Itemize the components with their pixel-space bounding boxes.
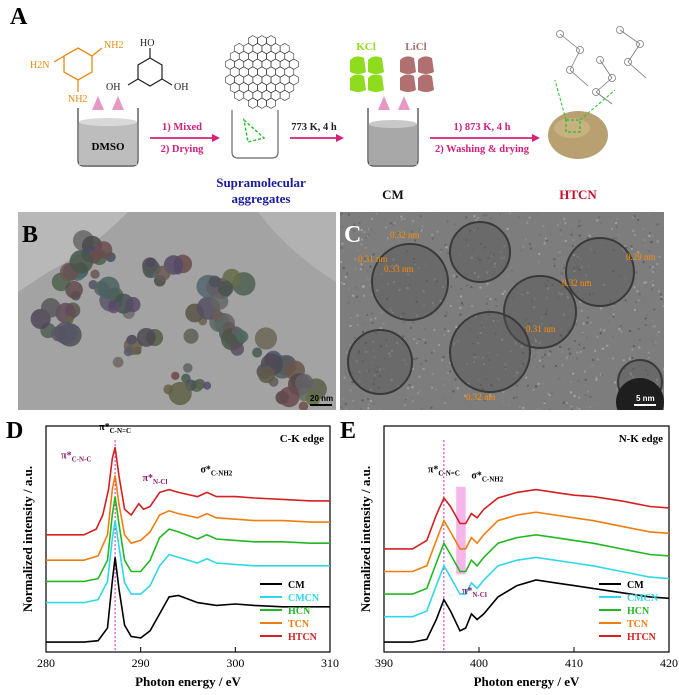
series-hcn: [46, 496, 330, 583]
tem-image-b: 20 nm: [18, 212, 336, 410]
series-tcn: [46, 475, 330, 561]
edge-title: C-K edge: [280, 433, 324, 445]
panel-label-c: C: [344, 222, 362, 248]
beaker-cm: [367, 96, 419, 167]
nh2-label-1: NH2: [104, 40, 123, 51]
annotation: π*N-Cl: [462, 586, 487, 599]
legend-label: CM: [288, 580, 305, 591]
step3-line2: 2) Washing & drying: [435, 144, 530, 155]
nh2-label-3: NH2: [68, 94, 87, 105]
x-tick-label: 290: [132, 656, 150, 670]
scale-bar-b: 20 nm: [310, 394, 334, 403]
legend-label: TCN: [627, 619, 649, 630]
shaded-band: [456, 486, 466, 575]
x-tick-label: 300: [226, 656, 244, 670]
plot-frame: [45, 425, 331, 653]
htcn-powder: [548, 79, 616, 159]
annotation: π*N-Cl: [143, 473, 168, 486]
x-tick-label: 310: [321, 656, 339, 670]
cm-label: CM: [382, 187, 404, 202]
legend-label: CMCN: [288, 593, 320, 604]
annotation: π*C-N=C: [428, 465, 460, 478]
x-axis-label: Photon energy / eV: [474, 674, 580, 689]
annotation: π*C-N-C: [61, 450, 91, 463]
panel-label-d: D: [6, 418, 24, 444]
annotation: π*C-N=C: [99, 422, 131, 435]
dmso-label: DMSO: [92, 141, 125, 153]
step1-line2: 2) Drying: [161, 144, 205, 155]
panel-label-b: B: [22, 222, 39, 248]
lattice-spacing-5: 0.29 nm: [626, 252, 656, 262]
oh-label-1: HO: [140, 38, 154, 49]
lattice-spacing-3: 0.33 nm: [384, 264, 414, 274]
plot-frame: [383, 425, 670, 653]
oh-label-3: OH: [106, 82, 120, 93]
oh-label-2: OH: [174, 82, 188, 93]
series-cm: [46, 557, 330, 643]
supramolecular-label-line1: Supramolecular: [216, 175, 306, 190]
legend-label: CMCN: [627, 593, 659, 604]
x-tick-label: 280: [37, 656, 55, 670]
licl-crystals: [400, 56, 434, 92]
x-tick-label: 410: [565, 656, 583, 670]
kcl-label: KCl: [356, 41, 376, 53]
panel-label-e: E: [340, 418, 357, 444]
lattice-spacing-1: 0.32 nm: [390, 230, 420, 240]
x-tick-label: 420: [660, 656, 678, 670]
series-cm: [384, 579, 670, 643]
lattice-spacing-4: 0.32 nm: [562, 278, 592, 288]
lattice-spacing-6: 0.31 nm: [526, 324, 556, 334]
beaker-dmso: [77, 96, 139, 167]
annotation: σ*C-NH2: [471, 470, 503, 483]
step3-line1: 1) 873 K, 4 h: [454, 122, 511, 133]
supramolecular-network: [225, 35, 299, 109]
series-htcn: [384, 488, 670, 550]
legend-label: HCN: [288, 606, 311, 617]
kcl-crystals: [350, 56, 384, 92]
legend-label: HTCN: [627, 632, 657, 643]
scale-bar-c: 5 nm: [636, 394, 655, 403]
htcn-molecular-chains: [556, 26, 647, 105]
panel-label-a: A: [10, 4, 28, 30]
tem-image-c: 0.32 nm 0.31 nm 0.33 nm 0.32 nm 0.29 nm …: [340, 212, 664, 410]
scheme-panel-a: NH2 H2N NH2 HO OH OH DMSO 1) Mixed 2) Dr…: [30, 26, 647, 206]
melamine-molecule: [53, 47, 103, 92]
chart-e: 390 400 410 420 Photon energy / eV Normalized…: [358, 425, 678, 689]
x-axis-label: Photon energy / eV: [135, 674, 241, 689]
annotation: σ*C-NH2: [200, 465, 232, 478]
scale-line-c: [634, 404, 656, 406]
htcn-label: HTCN: [559, 187, 597, 202]
legend-label: HTCN: [288, 632, 318, 643]
legend-label: HCN: [627, 606, 650, 617]
series-hcn: [384, 533, 670, 595]
scale-line-b: [310, 404, 332, 406]
licl-label: LiCl: [405, 41, 426, 53]
edge-title: N-K edge: [619, 433, 663, 445]
legend-label: CM: [627, 580, 644, 591]
step2-label: 773 K, 4 h: [291, 122, 337, 133]
legend-label: TCN: [288, 619, 310, 630]
lattice-spacing-7: 0.32 nm: [466, 392, 496, 402]
series-htcn: [46, 447, 330, 536]
cyanuric-acid-molecule: [127, 48, 173, 87]
x-tick-label: 390: [375, 656, 393, 670]
series-cmcn: [384, 556, 670, 618]
series-cmcn: [46, 520, 330, 604]
series-tcn: [384, 511, 670, 573]
nh2-label-2: H2N: [30, 60, 49, 71]
y-axis-label: Normalized intensity / a.u.: [20, 466, 35, 612]
x-tick-label: 400: [470, 656, 488, 670]
lattice-spacing-2: 0.31 nm: [358, 254, 388, 264]
beaker-supramolecular: [231, 110, 279, 159]
y-axis-label: Normalized intensity / a.u.: [358, 466, 373, 612]
chart-d: 280 290 300 310 Photon energy / eV Normalized…: [20, 422, 339, 689]
supramolecular-label-line2: aggregates: [232, 191, 291, 206]
step1-line1: 1) Mixed: [162, 122, 202, 133]
